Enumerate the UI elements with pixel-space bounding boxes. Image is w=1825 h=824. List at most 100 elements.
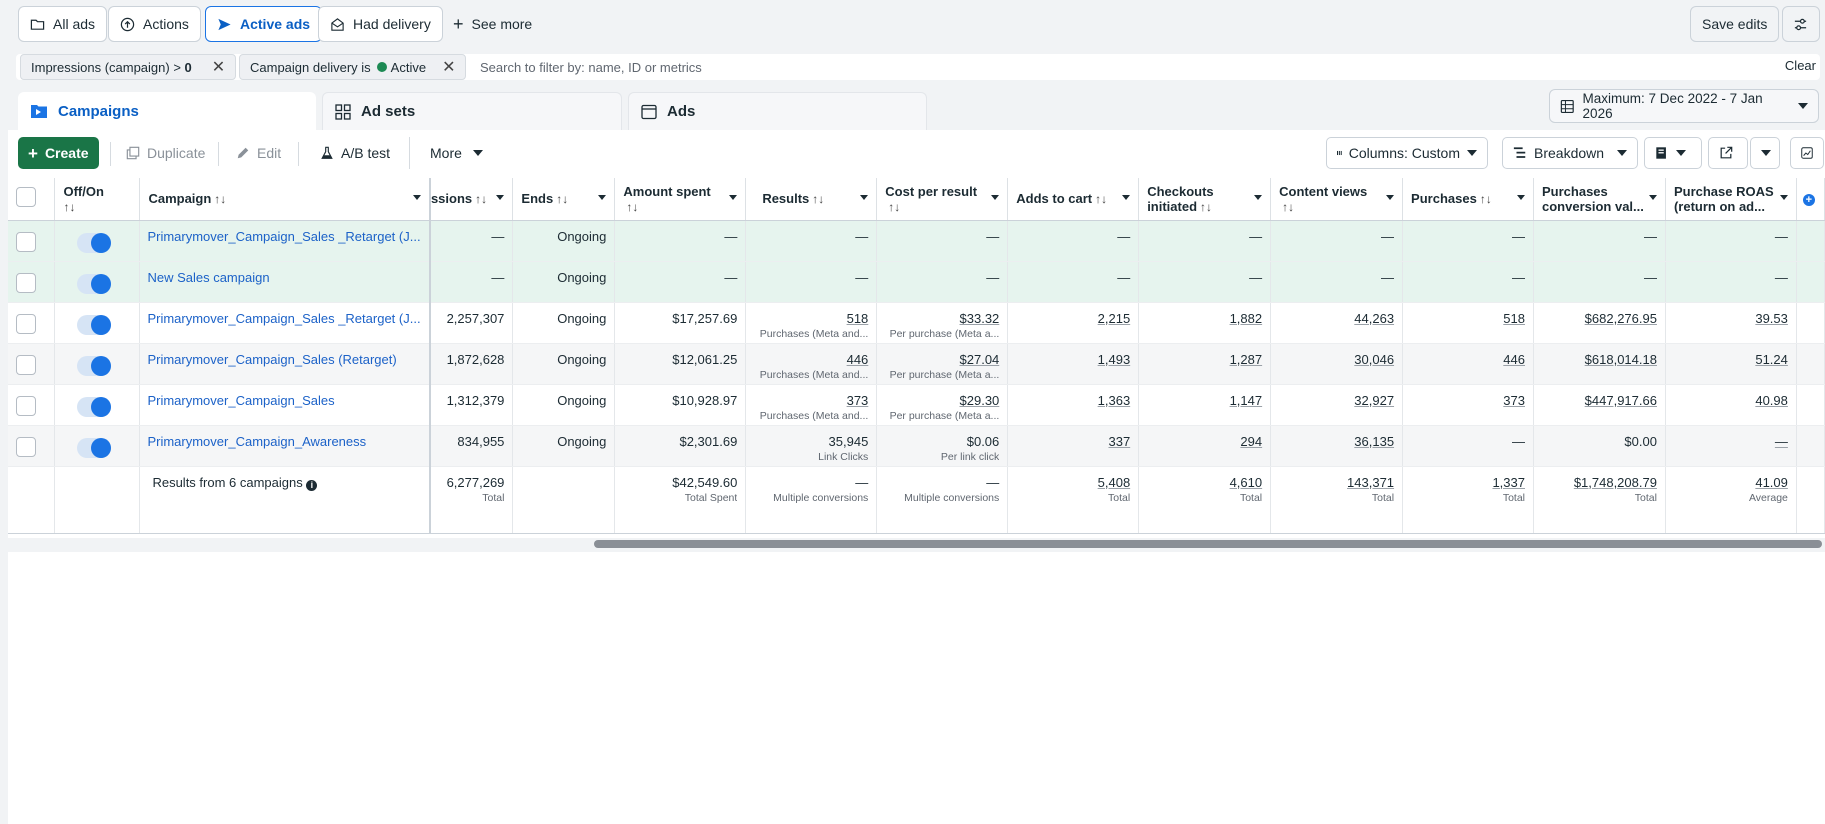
cell-views[interactable]: 44,263 — [1270, 302, 1404, 344]
table-row[interactable]: Primarymover_Campaign_Sales _Retarget (J… — [8, 220, 1825, 262]
cell-impressions[interactable]: 1,872,628 — [429, 343, 514, 385]
cell-purchases[interactable]: 373 — [1402, 384, 1534, 426]
on-off-toggle[interactable] — [77, 314, 112, 335]
cell-views[interactable]: — — [1270, 261, 1404, 303]
chevron-down-icon[interactable] — [1122, 195, 1131, 200]
table-row[interactable]: Primarymover_Campaign_Sales 1,312,379 Ongo… — [8, 384, 1825, 426]
cell-pcv[interactable]: $682,276.95 — [1533, 302, 1666, 344]
on-off-toggle[interactable] — [77, 355, 112, 376]
sort-icon[interactable]: ↑↓ — [214, 192, 227, 206]
cell-impressions[interactable]: — — [429, 261, 514, 303]
cell-results[interactable]: — — [745, 220, 878, 262]
row-checkbox[interactable] — [16, 354, 36, 375]
sort-icon[interactable]: ↑↓ — [1095, 192, 1108, 206]
breakdown-button[interactable]: Breakdown — [1502, 137, 1638, 169]
header-purchase-roas[interactable]: Purchase ROAS (return on ad... — [1665, 178, 1797, 221]
close-icon[interactable]: ✕ — [442, 59, 456, 76]
chevron-down-icon[interactable] — [1648, 195, 1657, 200]
chevron-down-icon[interactable] — [860, 195, 869, 200]
cell-checkouts[interactable]: 1,147 — [1138, 384, 1272, 426]
chevron-down-icon[interactable] — [598, 195, 607, 200]
cell-roas[interactable]: — — [1665, 425, 1797, 467]
table-row[interactable]: Primarymover_Campaign_Awareness 834,955 On… — [8, 425, 1825, 467]
campaign-name-link[interactable]: Primarymover_Campaign_Sales — [147, 392, 335, 408]
cell-ends[interactable]: Ongoing — [512, 343, 616, 385]
table-row[interactable]: Primarymover_Campaign_Sales _Retarget (J… — [8, 302, 1825, 344]
cell-results[interactable]: — — [745, 261, 878, 303]
export-dropdown-button[interactable] — [1750, 137, 1780, 169]
duplicate-button[interactable]: Duplicate — [116, 137, 215, 169]
cell-views[interactable]: 32,927 — [1270, 384, 1404, 426]
campaign-name-link[interactable]: New Sales campaign — [147, 269, 270, 285]
campaign-name-cell[interactable]: Primarymover_Campaign_Awareness — [139, 425, 431, 467]
row-checkbox[interactable] — [16, 231, 36, 252]
cell-atc[interactable]: 1,493 — [1007, 343, 1140, 385]
header-results[interactable]: Results ↑↓ — [745, 178, 878, 221]
cell-atc[interactable]: 2,215 — [1007, 302, 1140, 344]
cell-spent[interactable]: $2,301.69 — [614, 425, 747, 467]
cell-checkouts[interactable]: 1,882 — [1138, 302, 1272, 344]
chevron-down-icon[interactable] — [991, 195, 1000, 200]
chevron-down-icon[interactable] — [1779, 195, 1788, 200]
header-off-on[interactable]: Off/On ↑↓ — [54, 178, 141, 221]
tab-ad-sets[interactable]: Ad sets — [322, 92, 622, 130]
cell-cpr[interactable]: — — [876, 220, 1009, 262]
cell-checkouts[interactable]: — — [1138, 220, 1272, 262]
cell-roas[interactable]: 40.98 — [1665, 384, 1797, 426]
cell-atc[interactable]: — — [1007, 261, 1140, 303]
cell-roas[interactable]: — — [1665, 261, 1797, 303]
header-adds-to-cart[interactable]: Adds to cart ↑↓ — [1007, 178, 1140, 221]
header-purchases[interactable]: Purchases ↑↓ — [1402, 178, 1534, 221]
chevron-down-icon[interactable] — [1386, 195, 1395, 200]
cell-pcv[interactable]: $618,014.18 — [1533, 343, 1666, 385]
columns-button[interactable]: Columns: Custom — [1326, 137, 1488, 169]
edit-button[interactable]: Edit — [226, 137, 291, 169]
clear-button[interactable]: Clear — [1784, 58, 1816, 73]
cell-impressions[interactable]: 834,955 — [429, 425, 514, 467]
on-off-toggle[interactable] — [77, 396, 112, 417]
cell-spent[interactable]: $10,928.97 — [614, 384, 747, 426]
cell-cpr[interactable]: $27.04 Per purchase (Meta a... — [876, 343, 1009, 385]
info-icon[interactable]: i — [306, 479, 318, 491]
row-checkbox[interactable] — [16, 272, 36, 293]
campaign-name-cell[interactable]: Primarymover_Campaign_Sales _Retarget (J… — [139, 302, 431, 344]
sort-icon[interactable]: ↑↓ — [888, 200, 901, 214]
chevron-down-icon[interactable] — [729, 195, 738, 200]
had-delivery-button[interactable]: Had delivery — [318, 6, 443, 42]
cell-purchases[interactable]: — — [1402, 220, 1534, 262]
sort-icon[interactable]: ↑↓ — [812, 192, 825, 206]
header-ends[interactable]: Ends ↑↓ — [512, 178, 616, 221]
campaign-name-cell[interactable]: Primarymover_Campaign_Sales — [139, 384, 431, 426]
header-amount-spent[interactable]: Amount spent ↑↓ — [614, 178, 747, 221]
see-more-button[interactable]: + See more — [442, 6, 543, 42]
cell-ends[interactable]: Ongoing — [512, 425, 616, 467]
more-button[interactable]: More — [420, 137, 493, 169]
cell-pcv[interactable]: — — [1533, 261, 1666, 303]
filter-chip-impressions[interactable]: Impressions (campaign) > 0 ✕ — [20, 54, 237, 80]
campaign-name-link[interactable]: Primarymover_Campaign_Awareness — [147, 433, 367, 449]
cell-results[interactable]: 35,945 Link Clicks — [745, 425, 878, 467]
cell-impressions[interactable]: 1,312,379 — [429, 384, 514, 426]
header-impressions[interactable]: ssions ↑↓ — [429, 178, 514, 221]
campaign-name-cell[interactable]: Primarymover_Campaign_Sales _Retarget (J… — [139, 220, 431, 262]
on-off-toggle[interactable] — [77, 273, 112, 294]
cell-roas[interactable]: 51.24 — [1665, 343, 1797, 385]
cell-purchases[interactable]: 518 — [1402, 302, 1534, 344]
campaign-name-link[interactable]: Primarymover_Campaign_Sales _Retarget (J… — [147, 310, 421, 326]
cell-spent[interactable]: — — [614, 261, 747, 303]
chevron-down-icon[interactable] — [1517, 195, 1525, 200]
table-row[interactable]: New Sales campaign — Ongoing — — — — — — — — — — [8, 261, 1825, 303]
horizontal-scrollbar[interactable] — [594, 540, 1822, 548]
cell-cpr[interactable]: $0.06 Per link click — [876, 425, 1009, 467]
cell-pcv[interactable]: $447,917.66 — [1533, 384, 1666, 426]
sort-icon[interactable]: ↑↓ — [475, 192, 488, 206]
row-checkbox[interactable] — [16, 395, 36, 416]
sort-icon[interactable]: ↑↓ — [1479, 192, 1492, 206]
filter-chip-delivery[interactable]: Campaign delivery is Active ✕ — [239, 54, 467, 80]
chevron-down-icon[interactable] — [496, 195, 505, 200]
campaign-name-cell[interactable]: New Sales campaign — [139, 261, 431, 303]
cell-results[interactable]: 518 Purchases (Meta and... — [745, 302, 878, 344]
cell-checkouts[interactable]: 1,287 — [1138, 343, 1272, 385]
cell-ends[interactable]: Ongoing — [512, 302, 616, 344]
row-checkbox[interactable] — [16, 313, 36, 334]
